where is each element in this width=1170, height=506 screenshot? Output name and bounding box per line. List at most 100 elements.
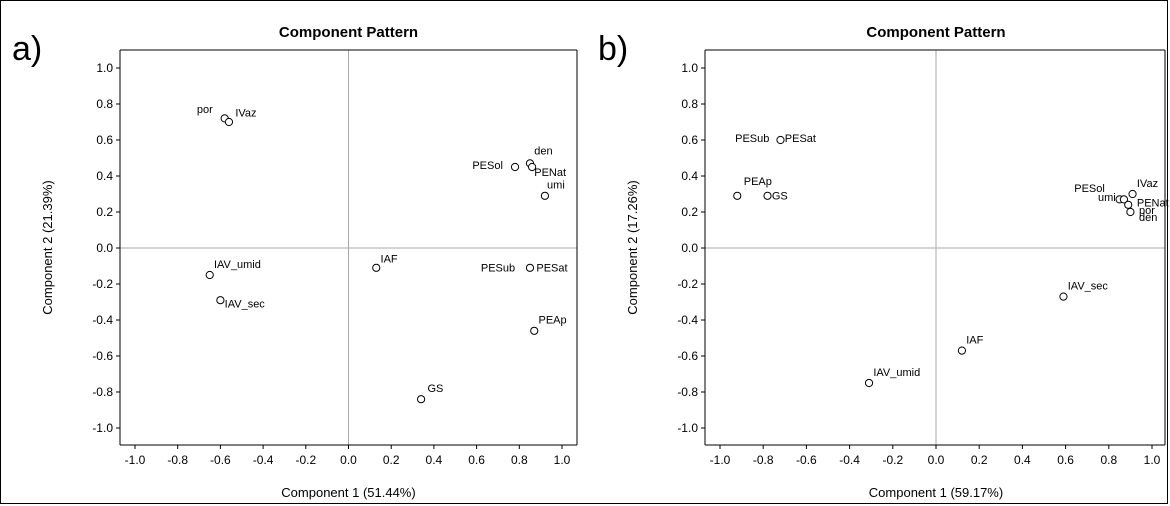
- x-tick-label: 0.8: [1100, 453, 1117, 467]
- x-tick-label: -1.0: [710, 453, 731, 467]
- point-label: GS: [427, 383, 443, 395]
- point-label: PESol: [1074, 183, 1105, 195]
- scatter-point: [1124, 200, 1133, 209]
- point-label: PESub: [735, 133, 769, 145]
- y-tick-label: 0.4: [681, 169, 698, 183]
- point-label: PENat: [1137, 198, 1169, 210]
- point-label: IAV_sec: [1068, 280, 1109, 292]
- x-tick-label: 0.6: [1057, 453, 1074, 467]
- x-tick-label: -0.8: [167, 453, 188, 467]
- scatter-point: [733, 191, 742, 200]
- y-tick-label: -0.6: [677, 349, 698, 363]
- x-tick-label: 0.0: [340, 453, 357, 467]
- point-label: PESub: [481, 262, 515, 274]
- chart-panel-b: b) Component Pattern -1.0 -0.8 -0.6 -0.4 -0.2 0…: [598, 24, 1169, 500]
- x-tick-label: 0.6: [468, 453, 485, 467]
- x-tick-label: -0.6: [210, 453, 231, 467]
- scatter-point: [224, 117, 234, 127]
- x-tick-label: 0.2: [383, 453, 400, 467]
- point-label: por: [1139, 205, 1155, 217]
- y-tick-label: -0.4: [677, 313, 698, 327]
- scatter-point: [525, 263, 535, 272]
- y-axis-title: Component 2 (21.39%): [40, 180, 55, 314]
- scatter-point: [864, 378, 874, 388]
- scatter-point: [1126, 207, 1135, 217]
- x-tick-label: -0.2: [295, 453, 316, 467]
- x-tick-label: 0.0: [928, 453, 945, 467]
- y-tick-label: 0.2: [681, 205, 698, 219]
- x-tick-label: -1.0: [125, 453, 146, 467]
- x-tick-label: 1.0: [1144, 453, 1161, 467]
- point-label: umi: [1098, 192, 1116, 204]
- chart-title: Component Pattern: [279, 24, 418, 41]
- y-tick-label: -0.2: [92, 277, 113, 291]
- x-tick-label: -0.8: [753, 453, 774, 467]
- scatter-point: [1128, 189, 1137, 199]
- point-label: IAV_umid: [214, 259, 261, 271]
- x-tick-label: 0.4: [1014, 453, 1031, 467]
- point-label: PEAp: [744, 176, 772, 188]
- y-tick-label: 0.6: [96, 133, 113, 147]
- point-label: umi: [547, 180, 565, 192]
- chart-panel-a: a) Component Pattern -1.0 -0.8 -0.6 -0.4 -0.2 0…: [12, 24, 578, 500]
- chart-title: Component Pattern: [866, 24, 1005, 41]
- scatter-point: [372, 263, 381, 272]
- scatter-point: [776, 135, 785, 145]
- x-axis-title: Component 1 (51.44%): [281, 485, 415, 500]
- y-tick-label: -0.2: [677, 277, 698, 291]
- scatter-point: [216, 296, 225, 305]
- x-tick-label: -0.2: [882, 453, 903, 467]
- y-tick-label: -0.6: [92, 349, 113, 363]
- point-label: por: [197, 104, 213, 116]
- scatter-point: [1059, 292, 1068, 301]
- x-tick-label: -0.6: [796, 453, 817, 467]
- y-tick-label: 0.8: [96, 97, 113, 111]
- panel-label: b): [598, 30, 628, 68]
- point-label: IVaz: [235, 108, 256, 120]
- panel-label: a): [12, 30, 42, 68]
- y-tick-label: 1.0: [96, 61, 113, 75]
- y-tick-label: -0.8: [677, 385, 698, 399]
- x-tick-label: 1.0: [554, 453, 571, 467]
- y-tick-label: 0.0: [681, 241, 698, 255]
- y-tick-label: -1.0: [677, 421, 698, 435]
- point-label: IVaz: [1137, 178, 1158, 190]
- y-tick-label: 0.4: [96, 169, 113, 183]
- y-tick-label: 0.0: [96, 241, 113, 255]
- point-label: GS: [772, 190, 788, 202]
- y-axis-title: Component 2 (17.26%): [625, 180, 640, 314]
- point-label: PEAp: [539, 315, 567, 327]
- scatter-point: [763, 191, 772, 200]
- scatter-point: [530, 326, 539, 335]
- scatter-point: [416, 395, 426, 404]
- point-label: IAF: [381, 253, 398, 265]
- point-label: den: [1139, 212, 1157, 224]
- scatter-point: [205, 270, 214, 280]
- scatter-point: [540, 191, 550, 200]
- x-tick-label: 0.2: [971, 453, 988, 467]
- scatter-point: [957, 346, 967, 355]
- y-tick-label: 0.6: [681, 133, 698, 147]
- y-tick-label: 0.8: [681, 97, 698, 111]
- y-tick-label: 1.0: [681, 61, 698, 75]
- y-tick-label: -1.0: [92, 421, 113, 435]
- scatter-point: [528, 162, 537, 172]
- x-tick-label: 0.4: [426, 453, 443, 467]
- scatter-point: [1119, 195, 1129, 204]
- x-tick-label: -0.4: [253, 453, 274, 467]
- point-label: IAF: [966, 334, 983, 346]
- scatter-point: [510, 162, 520, 172]
- y-tick-label: 0.2: [96, 205, 113, 219]
- x-tick-label: 0.8: [511, 453, 528, 467]
- point-label: PENat: [534, 167, 566, 179]
- x-axis-title: Component 1 (59.17%): [869, 485, 1003, 500]
- point-label: IAV_sec: [225, 298, 266, 310]
- point-label: den: [534, 145, 552, 157]
- point-label: IAV_umid: [873, 367, 920, 379]
- y-tick-label: -0.8: [92, 385, 113, 399]
- x-tick-label: -0.4: [839, 453, 860, 467]
- y-tick-label: -0.4: [92, 313, 113, 327]
- point-label: PESol: [472, 160, 503, 172]
- point-label: PESat: [785, 133, 816, 145]
